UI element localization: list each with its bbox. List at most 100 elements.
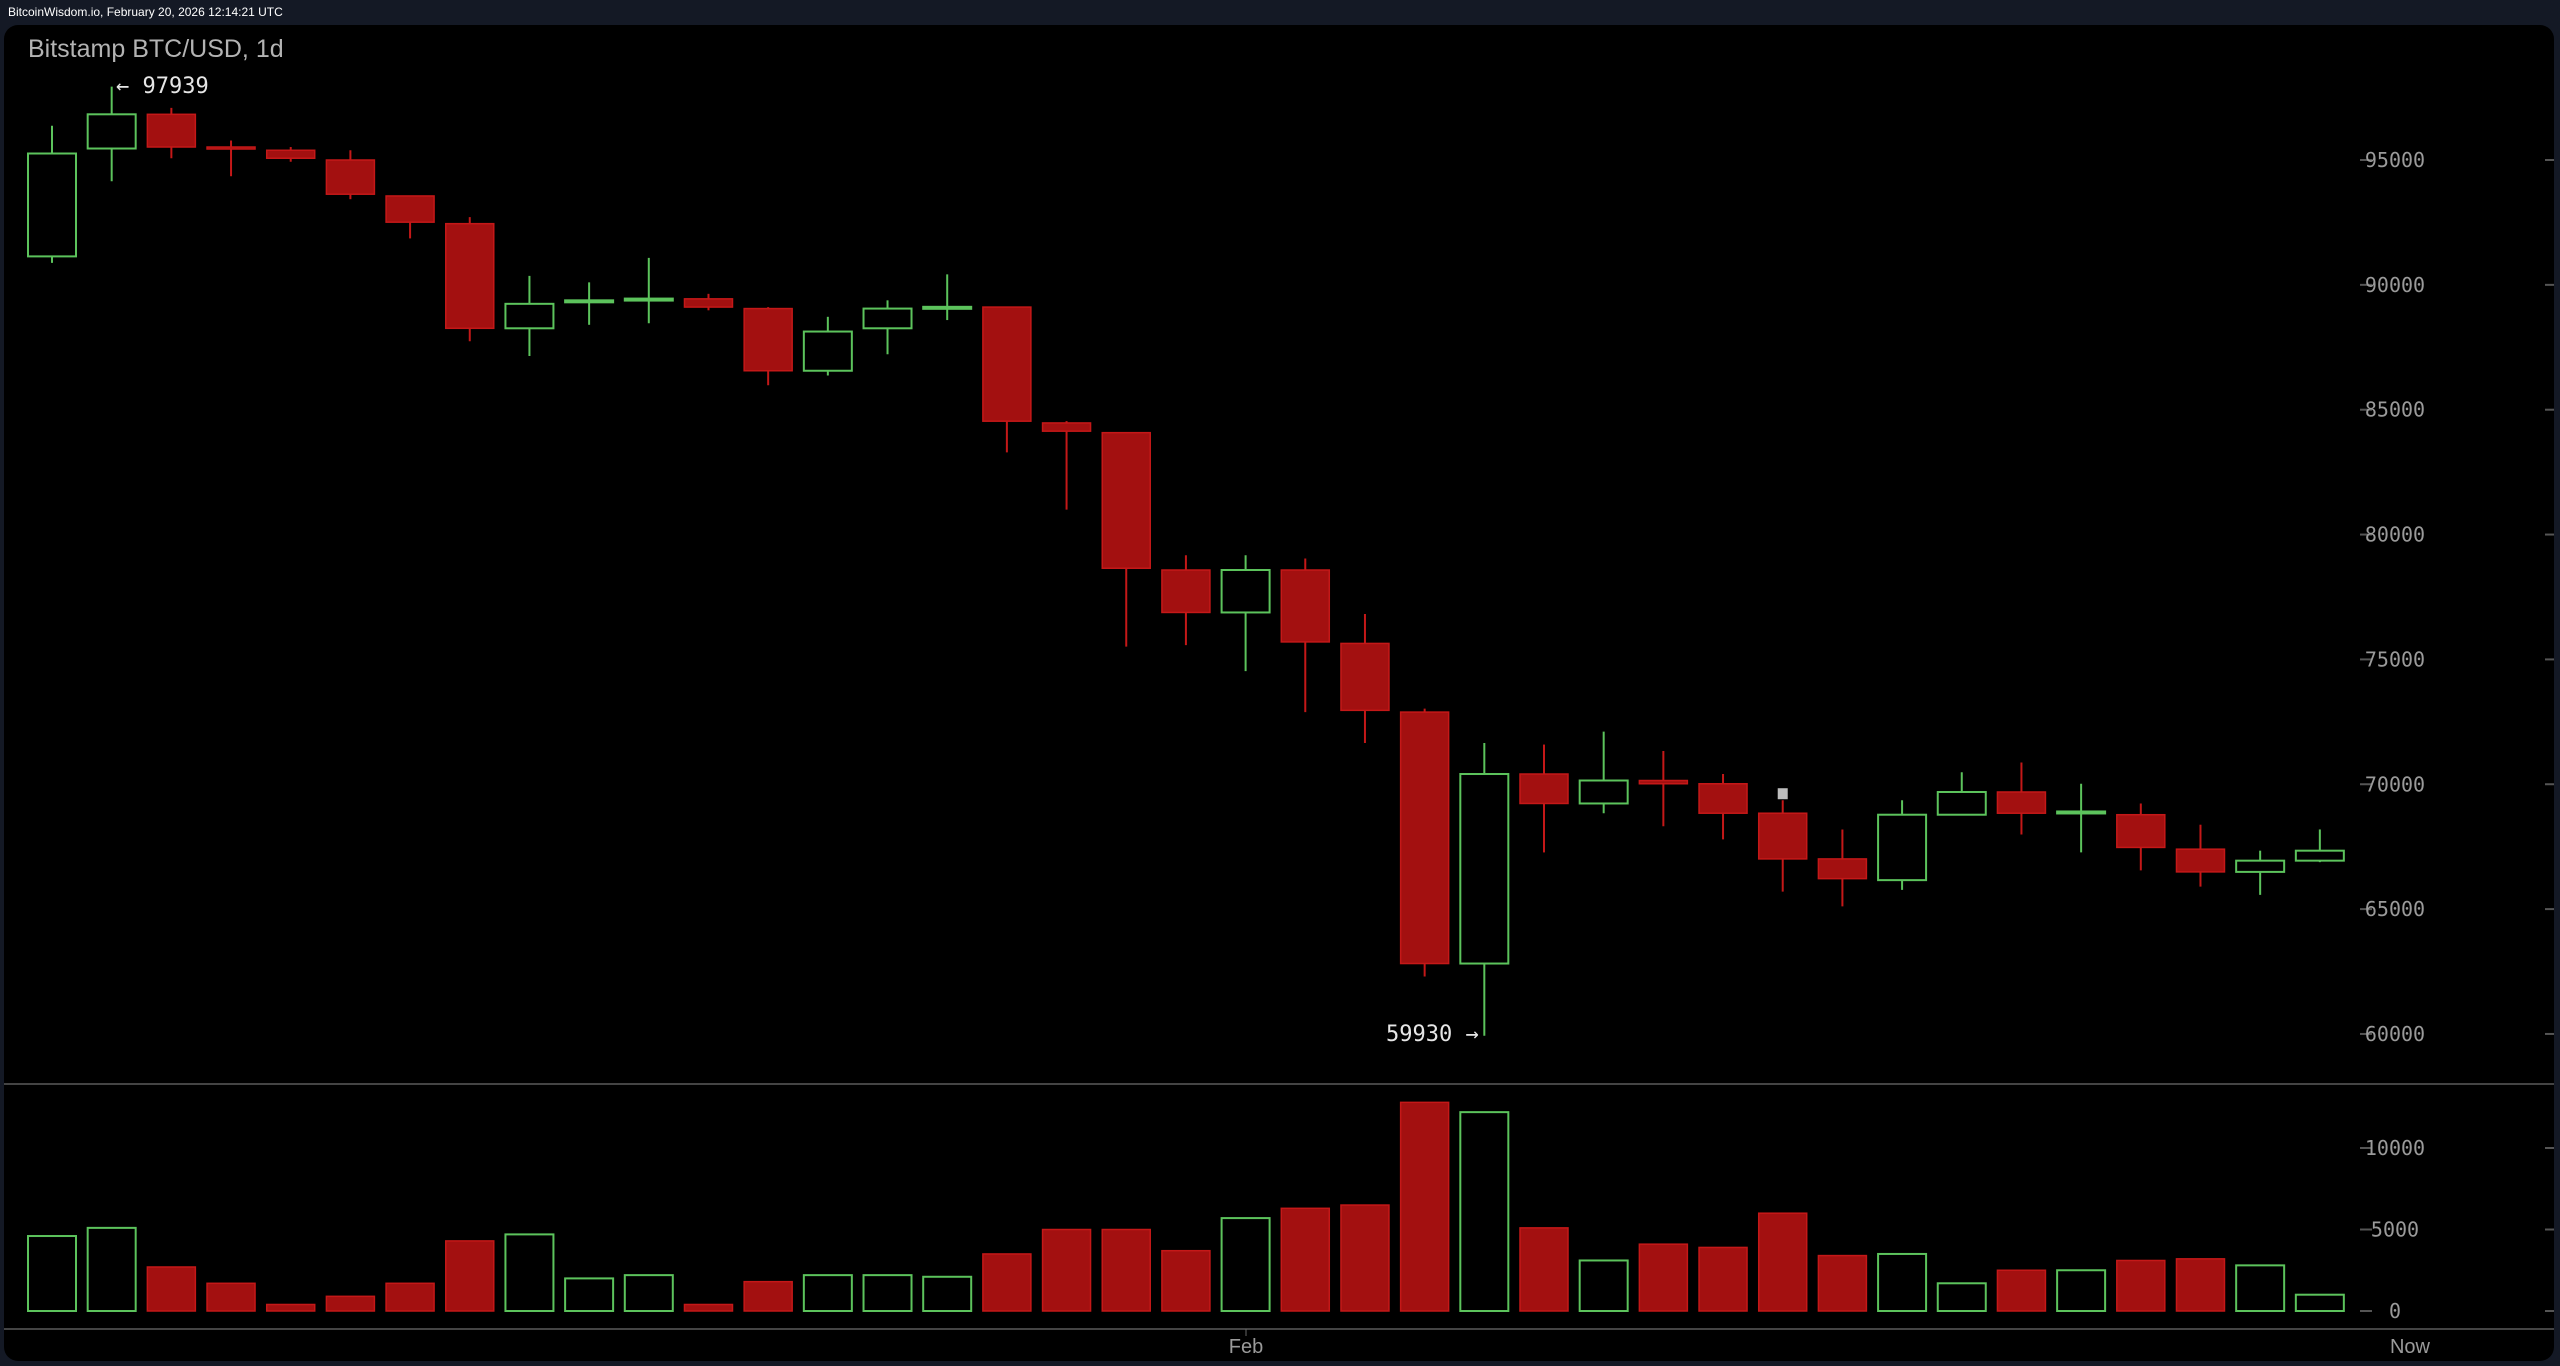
candle-body-down [1638,779,1689,785]
volume-bar-down [2175,1258,2226,1312]
price-tick-label: 70000 [2365,772,2425,796]
candle[interactable] [982,306,1032,453]
x-axis: Feb Now [1229,1329,2431,1358]
candle-body-down [146,113,197,148]
volume-bar-down [265,1303,316,1312]
candle-body-up [922,305,973,310]
candle[interactable] [1936,772,1987,816]
volume-bar-down [385,1282,435,1312]
candle[interactable] [1877,800,1928,890]
volume-bar-up [1578,1259,1629,1312]
cursor-marker [1777,788,1788,800]
volume-tick-label: 5000 [2371,1218,2419,1242]
volume-bar-down [1161,1249,1211,1312]
volume-bar-up [504,1233,555,1313]
candle[interactable] [265,147,316,162]
volume-bar-up [802,1274,853,1313]
candle-body-up [2056,810,2107,815]
volume-bar-down [206,1282,256,1312]
candle[interactable] [27,125,77,263]
candle[interactable] [445,217,495,342]
candle-body-down [1101,431,1151,570]
candle[interactable] [802,316,853,376]
price-axis: 95000 90000 85000 80000 75000 70000 65000 60000 [2360,148,2554,1046]
candle[interactable] [2116,803,2166,871]
candle[interactable] [86,86,137,182]
candle[interactable] [1220,555,1271,672]
price-tick-label: 85000 [2365,398,2425,422]
volume-bar-up [2294,1293,2345,1312]
candle[interactable] [504,275,555,357]
candle-body-down [445,222,495,330]
volume-bar-down [1638,1243,1689,1312]
candle-body-up [86,113,137,150]
volume-bar-down [683,1303,734,1312]
candle[interactable] [2294,829,2345,863]
candle-body-up [1220,569,1271,614]
volume-bar-down [2116,1259,2166,1312]
candle[interactable] [2235,850,2286,895]
candle[interactable] [683,293,734,311]
candle[interactable] [1578,731,1629,814]
candle-body-up [623,297,674,302]
candle-body-down [1817,858,1868,880]
candle-body-down [1757,812,1808,860]
x-label-feb: Feb [1229,1336,1263,1358]
volume-bar-up [1459,1111,1510,1313]
volume-bar-down [325,1295,376,1312]
candle[interactable] [623,257,674,324]
candle[interactable] [1161,555,1211,646]
volume-bar-up [1220,1217,1271,1312]
candle-body-up [27,152,77,258]
candle[interactable] [146,107,197,159]
candle[interactable] [206,140,256,177]
volume-bar-up [922,1275,973,1313]
candle[interactable] [922,274,973,321]
candlestick-chart[interactable]: 95000 90000 85000 80000 75000 70000 65000 60000… [4,25,2554,1361]
candle[interactable] [325,150,376,200]
candle-body-down [325,159,376,195]
candle[interactable] [1757,800,1808,892]
x-label-now: Now [2390,1336,2431,1358]
volume-bar-up [2056,1269,2107,1312]
volume-bar-up [27,1235,77,1313]
volume-bar-up [1936,1282,1987,1313]
candle[interactable] [743,307,793,386]
candle[interactable] [2056,783,2107,853]
candle[interactable] [1996,762,2047,835]
chart-title: Bitstamp BTC/USD, 1d [28,35,284,63]
price-tick-label: 90000 [2365,273,2425,297]
volume-tick-label: 0 [2389,1299,2401,1323]
candle[interactable] [1041,421,1092,510]
volume-axis: 10000 5000 0 [2360,1136,2554,1323]
low-price-label: 59930 → [1386,1022,1479,1047]
candle-body-down [2175,848,2226,873]
volume-bar-down [1817,1254,1868,1312]
volume-bar-up [862,1274,913,1313]
volume-bar-down [1280,1207,1331,1312]
candle[interactable] [1817,829,1868,907]
candle[interactable] [2175,824,2226,887]
candle[interactable] [1101,431,1151,647]
candle[interactable] [862,300,913,355]
chart-panel: Bitstamp BTC/USD, 1d 95000 90000 85000 8000… [4,25,2554,1361]
candle[interactable] [1519,744,1569,853]
candle[interactable] [385,195,435,239]
candle[interactable] [1698,774,1748,840]
volume-bar-up [564,1277,615,1313]
candle[interactable] [564,282,615,325]
volume-bar-down [1996,1269,2047,1312]
candle-body-up [862,307,913,330]
volume-bar-down [743,1280,793,1312]
candle[interactable] [1399,708,1450,977]
candle-body-up [1877,813,1928,882]
candle[interactable] [1340,613,1390,744]
candle-body-down [1399,711,1450,965]
annotations: ← 97939 59930 → [116,74,1788,1047]
candle-body-down [265,149,316,160]
candle[interactable] [1459,743,1510,1036]
volume-bar-down [1340,1204,1390,1312]
volume-bar-down [1698,1246,1748,1312]
candle[interactable] [1638,751,1689,827]
candle[interactable] [1280,558,1331,713]
